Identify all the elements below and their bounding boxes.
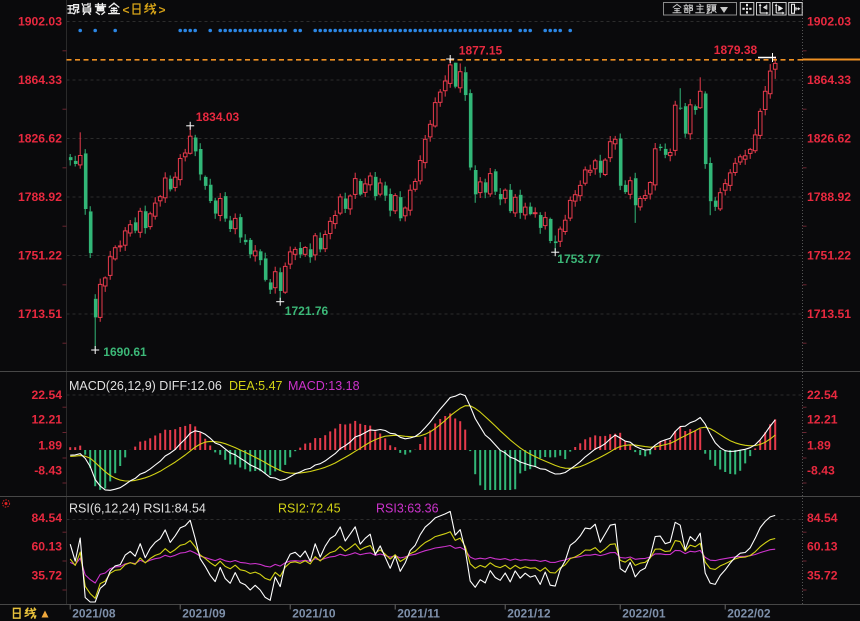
svg-text:60.13: 60.13 — [807, 540, 838, 554]
svg-text:<: < — [123, 3, 130, 17]
svg-text:2021/11: 2021/11 — [397, 607, 440, 621]
svg-text:-8.43: -8.43 — [807, 464, 835, 478]
svg-text:1713.51: 1713.51 — [18, 307, 62, 321]
svg-text:2021/09: 2021/09 — [182, 607, 226, 621]
svg-text:1788.92: 1788.92 — [807, 190, 851, 204]
svg-text:84.54: 84.54 — [807, 511, 838, 525]
svg-text:MACD:13.18: MACD:13.18 — [288, 379, 360, 393]
svg-text:DEA:5.47: DEA:5.47 — [229, 379, 283, 393]
svg-text:1879.38: 1879.38 — [714, 43, 758, 57]
svg-text:1.89: 1.89 — [38, 439, 62, 453]
svg-text:1721.76: 1721.76 — [285, 304, 329, 318]
svg-text:22.54: 22.54 — [32, 388, 63, 402]
svg-text:2022/02: 2022/02 — [727, 607, 771, 621]
svg-text:1877.15: 1877.15 — [459, 44, 503, 58]
svg-text:1690.61: 1690.61 — [103, 345, 147, 359]
svg-text:1826.62: 1826.62 — [807, 132, 851, 146]
svg-text:1834.03: 1834.03 — [196, 110, 240, 124]
svg-text:35.72: 35.72 — [807, 569, 838, 583]
svg-text:2021/12: 2021/12 — [507, 607, 551, 621]
svg-text:2021/10: 2021/10 — [292, 607, 336, 621]
svg-text:22.54: 22.54 — [807, 388, 838, 402]
svg-text:RSI3:63.36: RSI3:63.36 — [376, 502, 439, 516]
svg-text:1713.51: 1713.51 — [807, 307, 851, 321]
svg-text:60.13: 60.13 — [32, 540, 63, 554]
svg-text:1902.03: 1902.03 — [807, 15, 851, 29]
svg-text:1902.03: 1902.03 — [18, 15, 62, 29]
svg-text:35.72: 35.72 — [32, 569, 63, 583]
svg-text:RSI(6,12,24) RSI1:84.54: RSI(6,12,24) RSI1:84.54 — [69, 502, 206, 516]
svg-text:12.21: 12.21 — [32, 413, 63, 427]
svg-text:1826.62: 1826.62 — [18, 132, 62, 146]
svg-text:1751.22: 1751.22 — [18, 249, 62, 263]
svg-text:2022/01: 2022/01 — [622, 607, 666, 621]
svg-text:2021/08: 2021/08 — [72, 607, 116, 621]
svg-text:1.89: 1.89 — [807, 439, 831, 453]
svg-text:12.21: 12.21 — [807, 413, 838, 427]
svg-text:MACD(26,12,9) DIFF:12.06: MACD(26,12,9) DIFF:12.06 — [69, 379, 222, 393]
svg-text:84.54: 84.54 — [32, 511, 63, 525]
svg-text:1751.22: 1751.22 — [807, 249, 851, 263]
svg-text:RSI2:72.45: RSI2:72.45 — [278, 502, 341, 516]
svg-text:-8.43: -8.43 — [34, 464, 62, 478]
svg-text:>: > — [159, 3, 166, 17]
svg-text:1864.33: 1864.33 — [18, 73, 62, 87]
svg-text:1788.92: 1788.92 — [18, 190, 62, 204]
svg-text:1864.33: 1864.33 — [807, 73, 851, 87]
svg-text:1753.77: 1753.77 — [557, 252, 601, 266]
